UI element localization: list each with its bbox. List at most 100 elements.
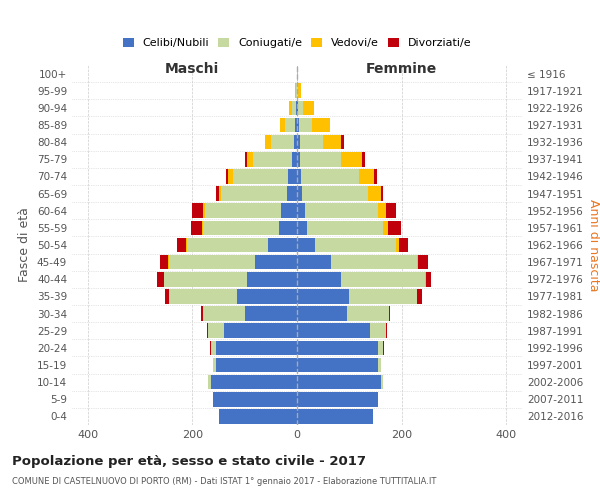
Bar (289, 100, 292, 115)
Bar (213, 392, 297, 406)
Bar (218, 409, 297, 424)
Bar (233, 169, 287, 184)
Bar (311, 118, 330, 132)
Bar (229, 169, 233, 184)
Bar (247, 152, 253, 166)
Legend: Celibi/Nubili, Coniugati/e, Vedovi/e, Divorziati/e: Celibi/Nubili, Coniugati/e, Vedovi/e, Di… (119, 34, 475, 51)
Bar (296, 84, 297, 98)
Bar (341, 135, 344, 150)
Bar (297, 409, 373, 424)
Bar (297, 289, 349, 304)
Bar (399, 238, 409, 252)
Bar (347, 306, 389, 321)
Bar (301, 169, 359, 184)
Bar (176, 238, 186, 252)
Bar (216, 340, 297, 355)
Y-axis label: Fasce di età: Fasce di età (19, 208, 31, 282)
Bar (374, 169, 377, 184)
Bar (191, 220, 202, 235)
Bar (201, 306, 203, 321)
Bar (202, 220, 203, 235)
Bar (370, 324, 386, 338)
Bar (316, 238, 397, 252)
Bar (341, 272, 425, 286)
Bar (285, 118, 295, 132)
Bar (297, 169, 301, 184)
Bar (297, 272, 341, 286)
Bar (305, 204, 378, 218)
Bar (245, 152, 247, 166)
Y-axis label: Anni di nascita: Anni di nascita (587, 198, 600, 291)
Bar (224, 324, 297, 338)
Bar (297, 306, 347, 321)
Bar (295, 118, 297, 132)
Bar (216, 186, 218, 201)
Bar (216, 358, 297, 372)
Bar (164, 272, 247, 286)
Bar (297, 152, 299, 166)
Bar (278, 220, 297, 235)
Bar (368, 186, 381, 201)
Bar (302, 186, 368, 201)
Bar (297, 340, 378, 355)
Bar (208, 324, 224, 338)
Bar (297, 100, 298, 115)
Bar (386, 204, 397, 218)
Bar (383, 220, 388, 235)
Bar (296, 100, 297, 115)
Bar (169, 289, 237, 304)
Bar (297, 238, 316, 252)
Bar (297, 255, 331, 270)
Bar (203, 220, 278, 235)
Bar (297, 84, 298, 98)
Bar (295, 135, 297, 150)
Bar (426, 272, 431, 286)
Bar (245, 306, 297, 321)
Bar (281, 204, 297, 218)
Bar (298, 84, 301, 98)
Bar (341, 152, 362, 166)
Bar (331, 255, 418, 270)
Bar (218, 186, 221, 201)
Bar (378, 340, 383, 355)
Bar (297, 358, 378, 372)
Bar (418, 255, 428, 270)
Bar (211, 375, 297, 390)
Bar (287, 169, 297, 184)
Bar (203, 204, 205, 218)
Bar (299, 152, 341, 166)
Bar (378, 358, 381, 372)
Bar (157, 272, 164, 286)
Bar (418, 289, 422, 304)
Bar (303, 100, 314, 115)
Bar (297, 220, 307, 235)
Bar (298, 100, 303, 115)
Bar (207, 324, 208, 338)
Bar (359, 169, 374, 184)
Bar (205, 204, 281, 218)
Bar (164, 289, 169, 304)
Bar (297, 118, 299, 132)
Bar (226, 169, 229, 184)
Bar (297, 324, 370, 338)
Bar (187, 238, 268, 252)
Bar (381, 186, 383, 201)
Bar (292, 100, 296, 115)
Bar (378, 204, 386, 218)
Bar (213, 358, 216, 372)
Bar (265, 135, 271, 150)
Bar (160, 255, 168, 270)
Bar (169, 255, 255, 270)
Text: COMUNE DI CASTELNUOVO DI PORTO (RM) - Dati ISTAT 1° gennaio 2017 - Elaborazione : COMUNE DI CASTELNUOVO DI PORTO (RM) - Da… (12, 478, 436, 486)
Text: Maschi: Maschi (165, 62, 220, 76)
Bar (297, 135, 299, 150)
Text: Femmine: Femmine (366, 62, 437, 76)
Bar (381, 375, 383, 390)
Bar (247, 272, 297, 286)
Bar (208, 375, 211, 390)
Bar (386, 324, 387, 338)
Bar (297, 186, 302, 201)
Bar (297, 392, 378, 406)
Bar (221, 186, 287, 201)
Bar (280, 118, 285, 132)
